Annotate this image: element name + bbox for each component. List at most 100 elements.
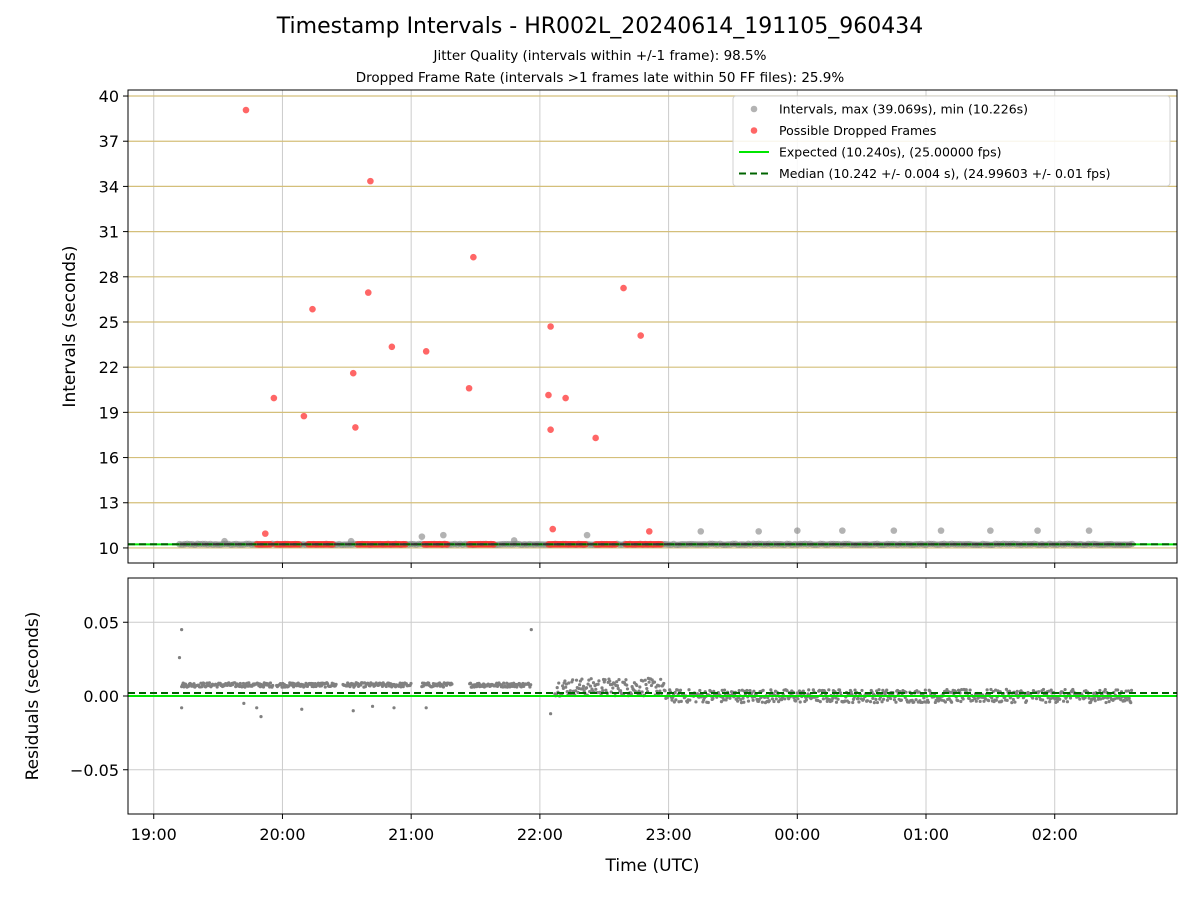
residual-point — [1092, 696, 1097, 700]
interval-point — [1085, 527, 1093, 534]
residual-point — [564, 685, 568, 689]
residual-point — [752, 689, 756, 693]
residual-point — [587, 678, 591, 682]
dropped-frame-point — [592, 434, 599, 442]
residual-point — [1010, 701, 1014, 705]
residual-point — [982, 699, 986, 703]
residual-point — [706, 700, 710, 705]
residual-point — [1078, 697, 1082, 701]
residual-point — [807, 688, 811, 692]
residual-point — [964, 688, 968, 692]
residual-point — [1005, 698, 1009, 703]
residual-point — [885, 698, 890, 702]
residual-point — [180, 706, 184, 710]
residual-point — [871, 696, 875, 701]
residual-point — [1041, 698, 1045, 702]
x-tick-label: 23:00 — [646, 825, 692, 844]
residual-point — [881, 688, 885, 692]
residual-point — [594, 687, 598, 691]
residual-point — [899, 698, 903, 702]
intervals-plot-frame — [127, 89, 1178, 564]
residual-point — [596, 682, 600, 686]
residual-point — [576, 690, 580, 695]
residual-point — [994, 698, 998, 702]
residual-point — [719, 700, 724, 704]
residual-point — [798, 700, 802, 704]
residual-point — [1129, 688, 1134, 693]
residual-point — [970, 698, 975, 703]
residual-point — [912, 700, 916, 704]
residual-point — [804, 698, 808, 702]
residual-point — [943, 700, 948, 704]
residual-point — [601, 689, 605, 693]
x-tick-label: 01:00 — [903, 825, 949, 844]
residual-point — [851, 700, 855, 705]
residual-point — [659, 677, 663, 681]
residual-point — [834, 700, 839, 704]
residual-point — [847, 700, 851, 704]
residual-point — [652, 680, 657, 684]
residual-point — [424, 706, 428, 710]
interval-point — [755, 528, 762, 535]
residual-point — [739, 698, 743, 702]
interval-point — [583, 531, 591, 539]
residual-point — [1104, 700, 1108, 705]
residual-point — [616, 686, 620, 691]
interval-point — [937, 527, 945, 534]
residual-point — [928, 689, 932, 693]
residual-point — [801, 689, 805, 693]
residuals-y-tick-label: 0.05 — [83, 613, 119, 632]
residual-point — [529, 628, 533, 632]
residual-point — [737, 689, 741, 693]
residual-point — [271, 683, 275, 688]
residual-point — [399, 685, 403, 689]
residual-point — [192, 682, 196, 686]
residual-point — [882, 697, 886, 701]
residual-point — [268, 681, 273, 685]
residual-point — [549, 712, 553, 716]
residual-point — [1031, 696, 1035, 700]
intervals-y-tick-label: 10 — [99, 539, 119, 558]
residual-point — [695, 692, 700, 696]
intervals-plot: 10 13 16 19 22 25 28 31 34 37 40 Intervals, max (39… — [60, 87, 1178, 568]
dropped-frame-point — [367, 177, 374, 185]
residual-point — [751, 698, 755, 702]
residual-point — [720, 688, 724, 692]
residual-point — [892, 698, 897, 702]
residual-point — [865, 699, 870, 703]
dropped-frame-point — [545, 391, 552, 399]
residual-point — [645, 686, 649, 691]
residual-point — [638, 685, 642, 689]
dropped-frame-point — [352, 424, 359, 431]
residual-point — [872, 700, 876, 705]
residual-point — [821, 697, 825, 701]
interval-point — [510, 537, 518, 544]
residual-point — [961, 697, 965, 701]
residual-point — [1126, 689, 1131, 693]
dropped-frame-point — [547, 426, 554, 433]
residual-point — [1105, 696, 1110, 700]
residual-point — [574, 689, 578, 693]
residual-point — [1014, 692, 1019, 696]
intervals-y-tick-label: 25 — [99, 313, 119, 332]
residual-point — [1071, 687, 1075, 692]
residual-point — [312, 685, 316, 689]
residual-point — [774, 697, 778, 701]
residual-point — [1044, 700, 1048, 704]
residual-point — [1004, 687, 1009, 691]
residual-point — [987, 699, 991, 703]
residual-point — [745, 688, 749, 693]
residual-point — [662, 681, 666, 686]
intervals-y-tick-label: 31 — [99, 223, 119, 242]
residual-point — [831, 696, 835, 701]
residual-point — [688, 698, 692, 702]
dropped-frame-point — [465, 384, 473, 392]
chart-subtitle-jitter: Jitter Quality (intervals within +/-1 fr… — [433, 48, 767, 64]
residuals-y-tick-label: 0.00 — [83, 687, 119, 706]
dropped-frame-point — [637, 332, 645, 339]
residual-point — [608, 679, 612, 683]
residual-point — [409, 681, 413, 686]
residual-point — [904, 690, 908, 694]
residual-point — [1119, 698, 1123, 702]
